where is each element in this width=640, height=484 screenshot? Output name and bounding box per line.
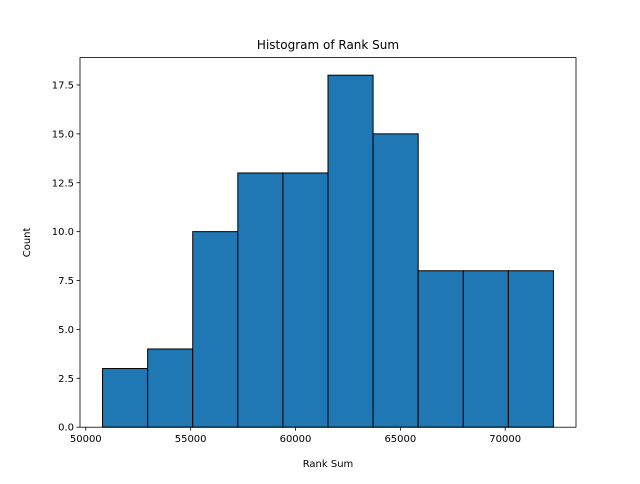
histogram-bar: [417, 270, 464, 428]
histogram-bar: [147, 348, 194, 428]
y-tick-label: 0.0: [58, 423, 74, 434]
chart-title: Histogram of Rank Sum: [257, 38, 399, 52]
histogram-bar: [507, 270, 554, 428]
y-tick-label: 12.5: [52, 178, 74, 189]
bars-layer: [102, 74, 554, 428]
histogram-bar: [327, 74, 374, 428]
y-tick-label: 15.0: [52, 129, 74, 140]
y-tick-label: 17.5: [52, 80, 74, 91]
x-tick-label: 55000: [175, 434, 207, 445]
histogram-bar: [102, 368, 149, 428]
histogram-bar: [282, 172, 329, 428]
y-axis-label: Count: [22, 227, 33, 257]
histogram-bar: [372, 133, 419, 428]
x-axis-ticks: 50000 55000 60000 65000 70000: [70, 427, 521, 445]
y-tick-label: 5.0: [58, 325, 74, 336]
x-tick-label: 50000: [70, 434, 102, 445]
y-tick-label: 7.5: [58, 276, 74, 287]
histogram-bar: [462, 270, 509, 428]
x-axis-label: Rank Sum: [303, 459, 354, 470]
histogram-bar: [237, 172, 284, 428]
x-tick-label: 70000: [489, 434, 521, 445]
y-axis-ticks: 0.0 2.5 5.0 7.5 10.0 12.5 15.0 17.5: [52, 80, 80, 434]
histogram-bar: [192, 231, 239, 428]
x-tick-label: 65000: [384, 434, 416, 445]
plot-frame: [79, 57, 577, 428]
x-tick-label: 60000: [280, 434, 312, 445]
y-tick-label: 2.5: [58, 374, 74, 385]
y-tick-label: 10.0: [52, 227, 74, 238]
